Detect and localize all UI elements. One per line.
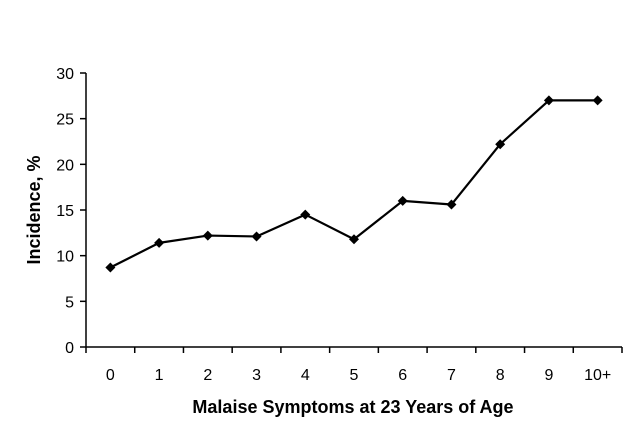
data-point-marker <box>202 230 213 241</box>
y-tick-label: 20 <box>56 157 74 174</box>
y-axis-title: Incidence, % <box>24 155 44 264</box>
data-point-marker <box>397 195 408 206</box>
x-tick-label: 10+ <box>584 367 611 384</box>
x-axis: 0 1 2 3 4 5 6 7 8 9 10+ <box>85 346 623 384</box>
y-tick-label: 25 <box>56 112 74 129</box>
x-tick-label: 6 <box>398 367 407 384</box>
x-tick-label: 4 <box>301 367 310 384</box>
data-point-marker <box>349 234 359 245</box>
data-point-marker <box>105 262 116 273</box>
x-tick-label: 7 <box>447 367 456 384</box>
y-tick-label: 30 <box>56 66 74 83</box>
data-point-marker <box>154 237 165 248</box>
x-tick-label: 2 <box>203 367 212 384</box>
x-tick-label: 1 <box>155 367 164 384</box>
data-point-marker <box>446 199 457 210</box>
data-point-marker <box>495 139 506 150</box>
x-tick-label: 9 <box>544 367 553 384</box>
y-axis: 0 5 10 15 20 25 30 <box>56 66 87 357</box>
x-tick-label: 3 <box>252 367 261 384</box>
x-tick-label: 8 <box>496 367 505 384</box>
data-point-marker <box>300 209 311 220</box>
data-point-marker <box>543 95 554 106</box>
x-tick-label: 0 <box>106 367 115 384</box>
data-point-marker <box>251 231 262 242</box>
y-tick-label: 15 <box>56 203 74 220</box>
series-group <box>105 95 603 273</box>
x-tick-label: 5 <box>350 367 359 384</box>
y-tick-label: 0 <box>65 340 74 357</box>
x-axis-title: Malaise Symptoms at 23 Years of Age <box>192 397 513 417</box>
data-point-marker <box>592 95 603 106</box>
y-tick-label: 10 <box>56 249 74 266</box>
y-tick-label: 5 <box>65 294 74 311</box>
